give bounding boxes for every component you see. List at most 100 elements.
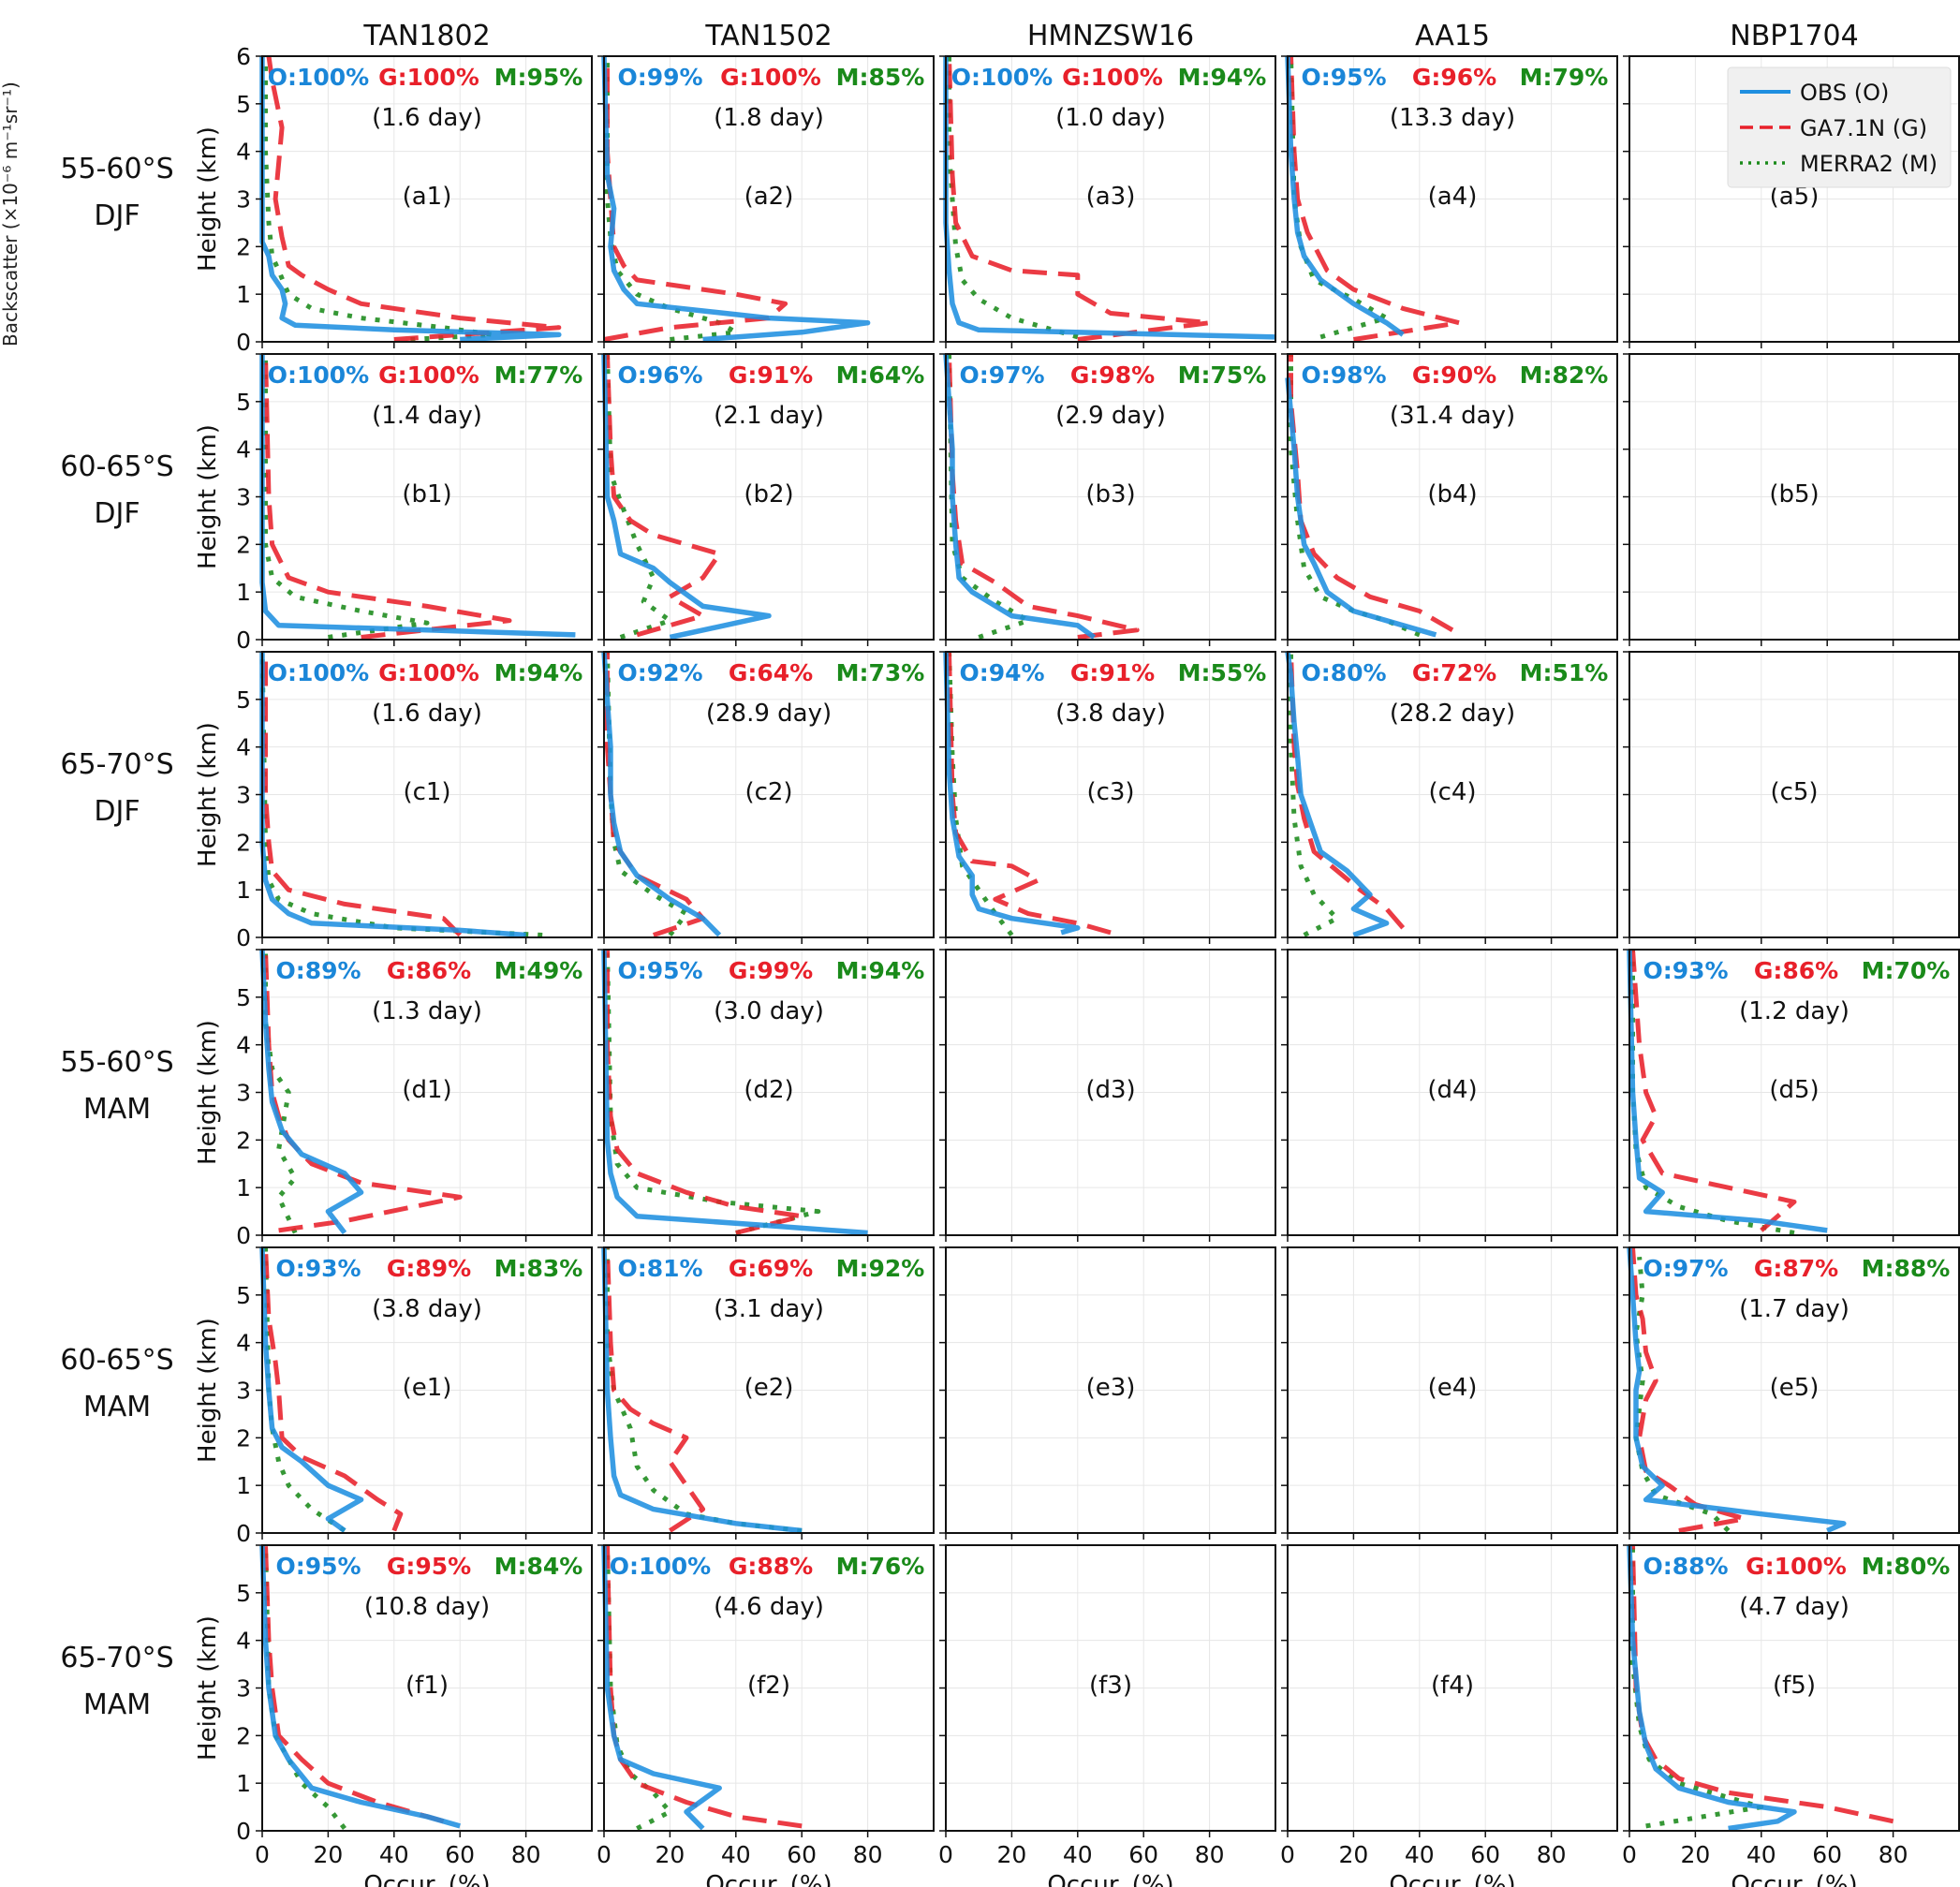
stat-ga: G:95% [387,1553,471,1580]
series-line-obs [259,1544,461,1829]
panel-label: (d3) [1085,1076,1135,1104]
stat-ga: G:96% [1412,64,1496,91]
stat-merra: M:76% [836,1553,925,1580]
panel-days: (1.6 day) [372,700,482,728]
row-latitude-label: 60-65°S [60,450,173,483]
series-line-ga [1289,651,1406,930]
series-line-obs [1285,55,1405,337]
panel-b1: 0 1 2 3 4 5 Height (km) O:100% G:100% M:77% (1.4 d… [194,353,593,654]
series-line-obs [601,353,772,641]
stat-merra: M:80% [1862,1553,1951,1580]
series-line-merra [259,651,543,937]
panel-label: (b5) [1769,480,1819,509]
y-tick-label: 1 [236,1472,251,1499]
y-axis-label: Height (km) [194,1020,222,1165]
panel-e1: 0 1 2 3 4 5 Height (km) O:93% G:89% M:83% (3.8 day… [194,1246,593,1547]
y-tick-label: 1 [236,281,251,308]
series-line-merra [263,56,495,342]
stat-merra: M:82% [1520,361,1609,389]
panel-label: (f4) [1431,1672,1474,1700]
column-headers: TAN1802 TAN1502 HMNZSW16 AA15 NBP1704 [362,20,1858,52]
stat-ga: G:91% [1070,659,1155,686]
panel-d5: O:93% G:86% M:70% (1.2 day) (d5) [1623,949,1960,1242]
x-tick-label: 20 [313,1841,343,1868]
y-tick-label: 0 [236,627,251,654]
y-tick-label: 0 [236,1222,251,1249]
panel-label: (b3) [1085,480,1135,509]
row-headers: 55-60°S DJF 60-65°S DJF 65-70°S DJF 55-60°S MAM… [60,153,173,1721]
y-tick-label: 2 [236,1127,251,1154]
panel-e2: O:81% G:69% M:92% (3.1 day) (e2) [597,1246,935,1540]
panel-label: (f3) [1089,1672,1132,1700]
x-tick-label: 20 [996,1841,1026,1868]
panel-label: (e4) [1428,1374,1478,1402]
panel-label: (c2) [744,778,792,806]
stat-obs: O:93% [1643,957,1728,984]
y-tick-label: 1 [236,579,251,606]
row-latitude-label: 65-70°S [60,1642,173,1674]
stat-merra: M:73% [836,659,925,686]
series-line-ga [263,1246,404,1532]
panel-days: (3.8 day) [372,1295,482,1323]
panel-d4: (d4) [1281,949,1618,1242]
stat-merra: M:94% [1178,64,1267,91]
y-tick-label: 3 [236,782,251,809]
x-tick-label: 60 [1470,1841,1500,1868]
series-line-merra [605,949,821,1235]
stat-obs: O:94% [959,659,1044,686]
row-latitude-label: 60-65°S [60,1344,173,1377]
series-line-merra [605,353,672,640]
column-title: AA15 [1415,20,1490,52]
y-tick-label: 0 [236,329,251,356]
series-line-ga [1630,949,1797,1232]
panel-label: (e1) [403,1374,452,1402]
x-axis-label: Occur. (%) [1389,1871,1515,1887]
panel-days: (28.9 day) [706,700,832,728]
stat-ga: G:89% [387,1255,471,1282]
y-tick-label: 3 [236,186,251,214]
panel-c3: O:94% G:91% M:55% (3.8 day) (c3) [939,651,1276,944]
y-tick-label: 3 [236,1080,251,1107]
y-tick-label: 2 [236,531,251,558]
panel-a3: O:100% G:100% M:94% (1.0 day) (a3) [939,55,1276,348]
row-season-label: MAM [83,1391,151,1423]
panel-label: (a4) [1428,183,1478,211]
stat-obs: O:80% [1301,659,1386,686]
stat-merra: M:51% [1520,659,1609,686]
series-line-obs [259,949,364,1235]
panel-days: (1.2 day) [1739,997,1849,1025]
stat-ga: G:86% [1754,957,1838,984]
x-tick-label: 80 [1537,1841,1567,1868]
y-tick-label: 5 [236,389,251,416]
y-tick-label: 0 [236,1818,251,1845]
x-axis-label: Occur. (%) [363,1871,490,1887]
y-axis-label: Height (km) [194,126,222,272]
panel-d3: (d3) [939,949,1276,1242]
x-axis-label: Occur. (%) [705,1871,832,1887]
x-tick-label: 60 [1128,1841,1158,1868]
panel-b5: (b5) [1623,353,1960,646]
x-tick-label: 0 [597,1841,612,1868]
series-line-obs [943,353,1097,640]
stat-ga: G:100% [720,64,821,91]
stat-obs: O:100% [268,64,369,91]
series-line-ga [1630,1246,1747,1533]
x-tick-label: 0 [938,1841,953,1868]
x-tick-label: 40 [721,1841,751,1868]
panel-label: (c4) [1428,778,1476,806]
column-title: TAN1802 [362,20,490,52]
x-tick-label: 20 [655,1841,685,1868]
series-line-ga [605,1544,803,1829]
stat-ga: G:87% [1754,1255,1838,1282]
series-line-obs [259,1246,364,1533]
panel-label: (c5) [1770,778,1818,806]
row-latitude-label: 65-70°S [60,748,173,781]
stat-obs: O:100% [610,1553,711,1580]
series-line-ga [1289,55,1462,342]
series-line-merra [947,56,1079,340]
series-line-ga [947,55,1213,342]
y-tick-label: 5 [236,1282,251,1309]
y-tick-label: 1 [236,1174,251,1201]
panel-days: (1.4 day) [372,402,482,430]
series-line-ga [605,950,804,1235]
